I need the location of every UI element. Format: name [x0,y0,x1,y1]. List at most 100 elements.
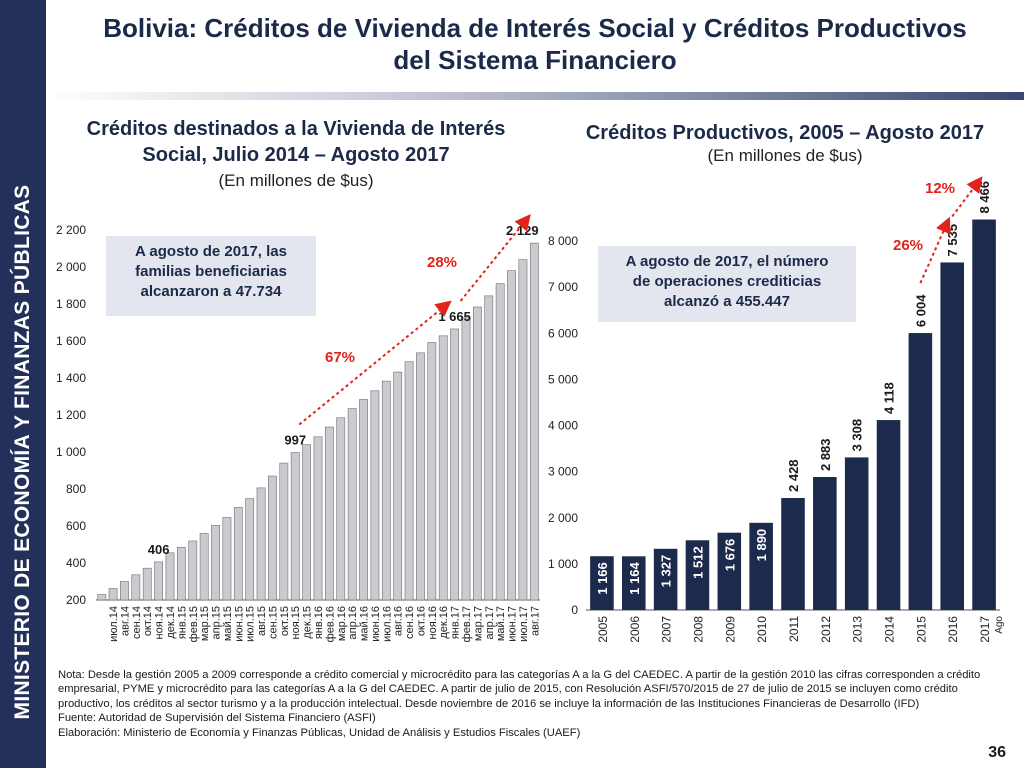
left-bar [370,390,380,601]
left-x-tick-label: июн.17 [507,606,519,642]
page-title: Bolivia: Créditos de Vivienda de Interés… [46,12,1024,76]
left-x-tick-label: апр.15 [211,606,223,639]
right-callout-line1: A agosto de 2017, el número [625,253,829,270]
left-y-tick-label: 400 [66,556,86,570]
left-callout: A agosto de 2017, las familias beneficia… [106,236,316,316]
left-bar [359,399,368,601]
right-value-label: 1 327 [659,555,674,588]
left-x-tick-label: май.17 [495,606,507,641]
right-value-label: 2 883 [818,438,833,471]
footnote-source: Fuente: Autoridad de Supervisión del Sis… [58,712,376,725]
footnote-note: Nota: Desde la gestión 2005 a 2009 corre… [58,669,981,710]
right-bar [908,333,933,610]
left-y-tick-label: 1 200 [56,408,86,422]
left-bar [404,361,414,601]
left-bar [245,498,255,601]
left-bar [268,475,277,601]
left-x-tick-label: фев.16 [324,606,336,642]
left-bar [529,242,539,601]
left-bar [108,588,118,601]
left-bar [461,317,471,601]
left-bar [142,567,152,601]
page-title-line1: Bolivia: Créditos de Vivienda de Interés… [103,13,967,43]
left-x-tick-label: янв.15 [176,606,188,639]
right-value-label: 8 466 [977,181,992,214]
left-bar [518,259,528,601]
right-x-tick-label: 2005 [596,616,610,643]
right-bar [653,548,678,610]
right-bar [685,540,710,610]
left-bar [336,417,346,601]
left-x-tick-label: мар.16 [336,606,348,641]
left-bar [427,342,437,601]
left-bar [450,328,460,601]
left-y-tick-label: 800 [66,482,86,496]
left-x-tick-label: авг.15 [256,606,268,636]
left-bar [256,487,266,601]
left-x-tick-label: авг.14 [119,606,131,636]
right-value-label: 3 308 [850,419,865,452]
left-bar [131,574,141,601]
right-bar [972,219,996,611]
right-y-tick-label: 6 000 [548,326,578,340]
left-y-tick-label: 2 000 [56,260,86,274]
left-bar [188,540,198,601]
left-x-tick-label: авг.17 [529,606,541,636]
right-growth-label-2: 12% [925,180,955,197]
right-bar [844,457,869,610]
left-bar [393,371,403,601]
left-value-label: 997 [284,433,306,448]
right-value-label: 2 428 [786,459,801,492]
left-x-tick-label: янв.16 [313,606,325,639]
sidebar: MINISTERIO DE ECONOMÍA Y FINANZAS PÚBLIC… [0,0,46,768]
left-x-tick-label: ноя.15 [290,606,302,639]
right-y-tick-label: 2 000 [548,511,578,525]
left-x-tick-label: фев.15 [188,606,200,642]
right-chart-title: Créditos Productivos, 2005 – Agosto 2017 [585,122,985,144]
right-y-tick-label: 1 000 [548,557,578,571]
right-x-tick-label: 2013 [851,616,865,643]
right-x-tick-label: 2009 [723,616,737,643]
left-value-label: 1 665 [438,309,471,324]
right-y-tick-label: 7 000 [548,280,578,294]
left-x-tick-label: ноя.14 [154,606,166,639]
left-x-tick-label: апр.17 [484,606,496,639]
left-bar [176,546,186,601]
right-y-tick-label: 8 000 [548,234,578,248]
left-x-tick-label: авг.16 [393,606,405,636]
left-x-tick-label: мар.15 [199,606,211,641]
right-bar [813,477,837,610]
left-bar [438,335,448,601]
left-x-tick-label: окт.15 [279,606,291,636]
left-x-tick-label: фев.17 [461,606,473,642]
right-callout-line3: alcanzó a 455.447 [664,293,790,310]
left-growth-arrow-2 [459,214,531,302]
right-bar [781,498,805,610]
page-title-line2: del Sistema Financiero [393,45,677,75]
left-bar [290,452,300,601]
left-bar [199,533,209,601]
left-callout-line1: A agosto de 2017, las [134,243,287,260]
left-bar [154,561,164,601]
right-x-tick-label: 2010 [755,616,769,643]
left-chart-title-line2: Social, Julio 2014 – Agosto 2017 [142,144,450,166]
left-bar [484,295,494,601]
footnote-elaboration: Elaboración: Ministerio de Economía y Fi… [58,726,581,739]
left-bar [211,525,220,601]
right-y-tick-label: 5 000 [548,372,578,386]
right-x-tick-label: 2011 [787,616,801,642]
right-callout: A agosto de 2017, el número de operacion… [598,246,856,322]
right-bar [590,556,614,610]
left-x-tick-label: апр.16 [347,606,359,639]
left-x-tick-label: июн.15 [233,606,245,642]
left-growth-label-2: 28% [427,254,457,271]
left-bar [324,426,334,601]
left-y-tick-label: 1 600 [56,334,86,348]
left-chart-title-line1: Créditos destinados a la Vivienda de Int… [86,118,506,140]
left-y-tick-label: 1 000 [56,445,86,459]
right-y-tick-label: 3 000 [548,465,578,479]
right-bar [940,262,965,610]
right-x-tick-label: 2007 [660,616,674,643]
left-bar [472,306,482,601]
